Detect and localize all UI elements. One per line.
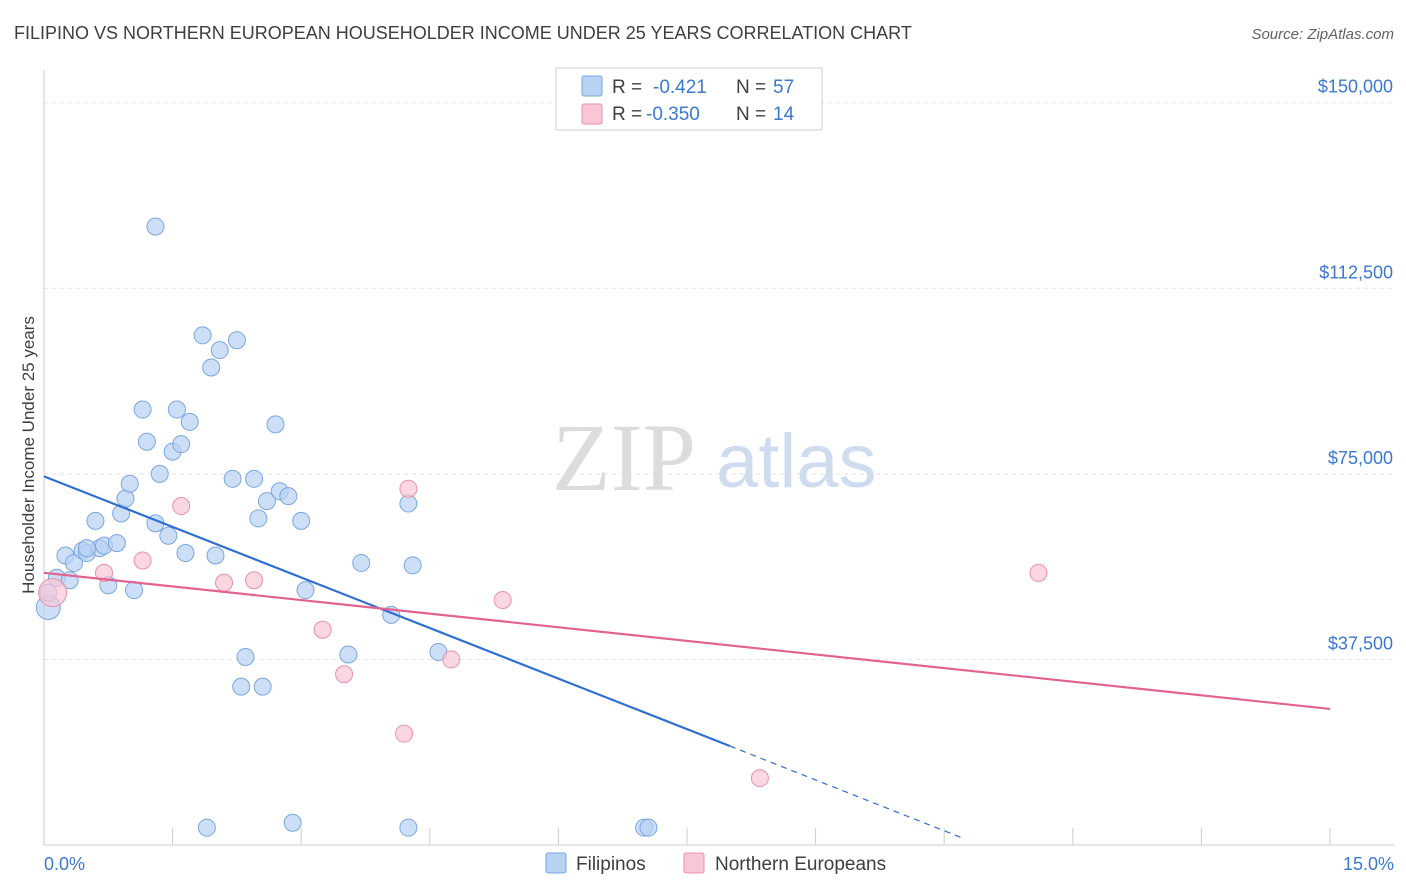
point-filipinos bbox=[292, 511, 311, 530]
x-tick-marks bbox=[172, 828, 1331, 845]
y-axis-label: Householder Income Under 25 years bbox=[19, 316, 38, 594]
point-filipinos bbox=[227, 331, 246, 350]
correlation-legend: R = -0.421 N = 57 R = -0.350 N = 14 bbox=[555, 67, 823, 131]
watermark: ZIP atlas bbox=[552, 404, 877, 511]
trendline-filipinos-extension bbox=[729, 745, 962, 839]
legend-swatch-northern-europeans bbox=[581, 103, 603, 125]
point-filipinos bbox=[249, 509, 268, 528]
point-filipinos bbox=[399, 818, 418, 837]
point-filipinos bbox=[146, 217, 165, 236]
point-northern-europeans bbox=[335, 665, 354, 684]
point-filipinos bbox=[150, 464, 169, 483]
point-northern-europeans bbox=[395, 724, 414, 743]
point-filipinos bbox=[266, 415, 285, 434]
point-filipinos bbox=[232, 677, 251, 696]
point-northern-europeans bbox=[38, 578, 68, 608]
bottom-legend-label-northern-europeans: Northern Europeans bbox=[715, 854, 886, 875]
point-northern-europeans bbox=[1029, 563, 1048, 582]
point-northern-europeans bbox=[95, 563, 114, 582]
point-northern-europeans bbox=[493, 591, 512, 610]
point-filipinos bbox=[257, 492, 276, 511]
point-filipinos bbox=[65, 553, 84, 572]
point-northern-europeans bbox=[750, 769, 769, 788]
point-northern-europeans bbox=[133, 551, 152, 570]
point-northern-europeans bbox=[215, 573, 234, 592]
point-filipinos bbox=[339, 645, 358, 664]
point-filipinos bbox=[202, 358, 221, 377]
y-tick-label: $37,500 bbox=[1328, 633, 1393, 653]
point-filipinos bbox=[137, 432, 156, 451]
bottom-legend-swatch-northern-europeans bbox=[683, 852, 705, 874]
series-legend: Filipinos Northern Europeans bbox=[545, 852, 886, 875]
point-filipinos bbox=[167, 400, 186, 419]
point-filipinos bbox=[253, 677, 272, 696]
point-filipinos bbox=[180, 412, 199, 431]
point-filipinos bbox=[296, 581, 315, 600]
point-northern-europeans bbox=[245, 571, 264, 590]
point-filipinos bbox=[279, 487, 298, 506]
point-filipinos bbox=[197, 818, 216, 837]
point-filipinos bbox=[133, 400, 152, 419]
legend-r-label-2: R = bbox=[612, 104, 642, 125]
point-filipinos bbox=[206, 546, 225, 565]
watermark-atlas: atlas bbox=[716, 419, 877, 504]
legend-n-label-1: N = bbox=[736, 77, 766, 98]
legend-n-value-2: 14 bbox=[773, 104, 795, 125]
point-northern-europeans bbox=[313, 620, 332, 639]
point-filipinos bbox=[223, 469, 242, 488]
point-filipinos bbox=[210, 341, 229, 360]
point-filipinos bbox=[193, 326, 212, 345]
y-tick-label: $75,000 bbox=[1328, 448, 1393, 468]
series-filipinos bbox=[35, 217, 658, 837]
chart-title: FILIPINO VS NORTHERN EUROPEAN HOUSEHOLDE… bbox=[14, 23, 912, 43]
point-filipinos bbox=[245, 469, 264, 488]
legend-swatch-filipinos bbox=[581, 75, 603, 97]
legend-r-label-1: R = bbox=[612, 77, 642, 98]
point-filipinos bbox=[403, 556, 422, 575]
legend-n-label-2: N = bbox=[736, 104, 766, 125]
point-filipinos bbox=[159, 526, 178, 545]
y-tick-label: $150,000 bbox=[1318, 77, 1393, 97]
x-tick-label-min: 0.0% bbox=[44, 854, 85, 874]
y-tick-label: $112,500 bbox=[1319, 262, 1393, 282]
point-filipinos bbox=[125, 581, 144, 600]
watermark-zip: ZIP bbox=[552, 404, 696, 511]
trendlines bbox=[43, 475, 1331, 839]
point-filipinos bbox=[172, 435, 191, 454]
bottom-legend-swatch-filipinos bbox=[545, 852, 567, 874]
point-northern-europeans bbox=[172, 497, 191, 516]
source-label: Source: ZipAtlas.com bbox=[1251, 26, 1394, 43]
point-filipinos bbox=[86, 511, 105, 530]
point-filipinos bbox=[77, 539, 96, 558]
series-northern-europeans bbox=[38, 479, 1048, 788]
point-filipinos bbox=[236, 647, 255, 666]
x-tick-label-max: 15.0% bbox=[1343, 854, 1394, 874]
point-filipinos bbox=[116, 489, 135, 508]
point-filipinos bbox=[283, 813, 302, 832]
point-filipinos bbox=[176, 544, 195, 563]
trendline-northern-europeans bbox=[43, 571, 1331, 711]
point-filipinos bbox=[120, 474, 139, 493]
point-northern-europeans bbox=[442, 650, 461, 669]
point-northern-europeans bbox=[399, 479, 418, 498]
trendline-filipinos bbox=[43, 475, 731, 748]
y-tick-labels: $37,500 $75,000 $112,500 $150,000 bbox=[1318, 77, 1393, 654]
legend-r-value-1: -0.421 bbox=[653, 77, 707, 98]
legend-n-value-1: 57 bbox=[773, 77, 794, 98]
point-filipinos bbox=[639, 818, 658, 837]
legend-r-value-2: -0.350 bbox=[646, 104, 700, 125]
bottom-legend-label-filipinos: Filipinos bbox=[576, 854, 646, 875]
point-filipinos bbox=[352, 553, 371, 572]
point-filipinos bbox=[107, 534, 126, 553]
